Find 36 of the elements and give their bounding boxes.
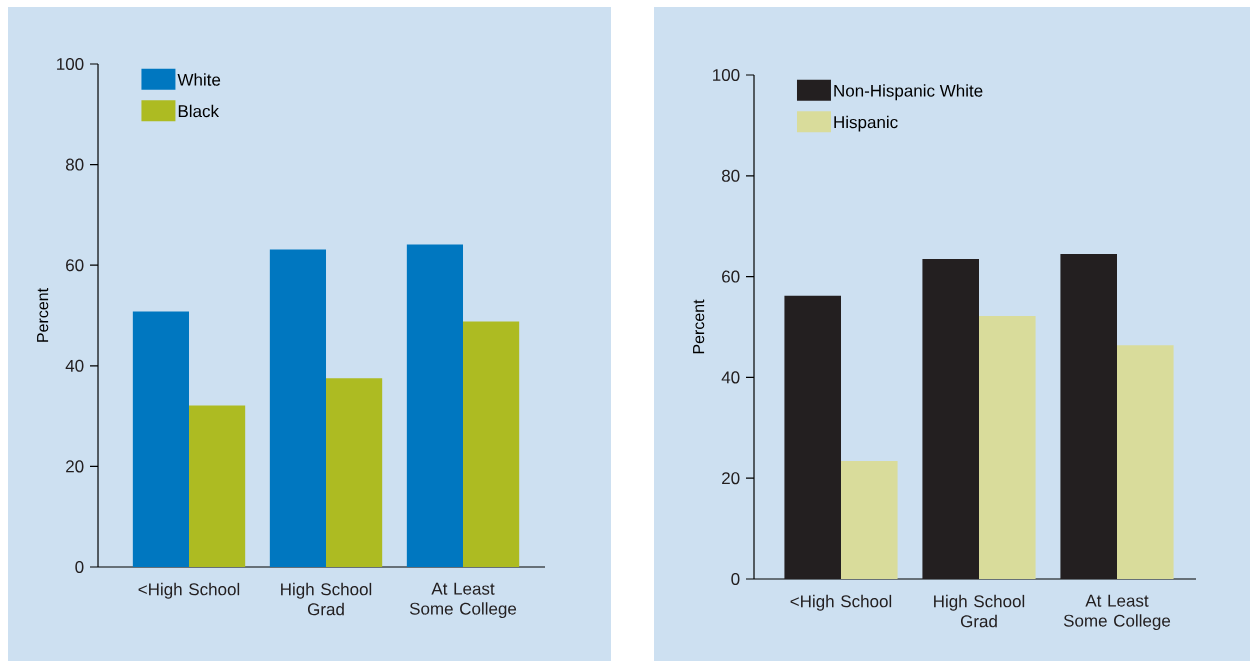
bar bbox=[922, 258, 979, 579]
y-tick-label: 20 bbox=[66, 460, 84, 473]
legend-label: White bbox=[177, 73, 221, 86]
y-tick-label: 80 bbox=[65, 158, 84, 171]
y-tick-label: 60 bbox=[722, 270, 740, 283]
bar bbox=[463, 321, 520, 567]
x-tick-label: High School Grad bbox=[281, 582, 372, 616]
y-tick-label: 100 bbox=[57, 57, 84, 71]
legend-label: Black bbox=[178, 104, 220, 118]
y-tick-label: 40 bbox=[65, 359, 84, 372]
bar bbox=[1117, 345, 1174, 579]
bar bbox=[1060, 253, 1117, 579]
x-tick-label: High School Grad bbox=[934, 594, 1025, 628]
y-axis-title: Percent bbox=[693, 299, 705, 354]
bar bbox=[406, 244, 464, 567]
bar bbox=[326, 378, 383, 567]
y-tick-label: 40 bbox=[721, 371, 740, 384]
y-tick-label: 60 bbox=[66, 259, 84, 272]
bar bbox=[189, 405, 246, 567]
y-tick-label: 0 bbox=[75, 560, 84, 574]
x-tick-label: <High School bbox=[790, 594, 892, 611]
y-tick-label: 20 bbox=[722, 472, 740, 485]
y-tick-label: 0 bbox=[731, 572, 740, 586]
legend-label: Non-Hispanic White bbox=[834, 84, 983, 101]
x-tick-label: At Least Some College bbox=[1063, 594, 1171, 631]
x-tick-label: <High School bbox=[138, 582, 240, 599]
y-axis-title: Percent bbox=[37, 288, 49, 342]
bar bbox=[132, 311, 190, 567]
y-tick-label: 100 bbox=[713, 68, 740, 82]
bar bbox=[979, 315, 1036, 579]
legend-label: Hispanic bbox=[834, 115, 898, 132]
bar bbox=[841, 461, 898, 579]
bar bbox=[269, 249, 327, 567]
bar bbox=[784, 295, 841, 579]
y-tick-label: 80 bbox=[721, 169, 740, 182]
x-tick-label: At Least Some College bbox=[409, 582, 517, 619]
